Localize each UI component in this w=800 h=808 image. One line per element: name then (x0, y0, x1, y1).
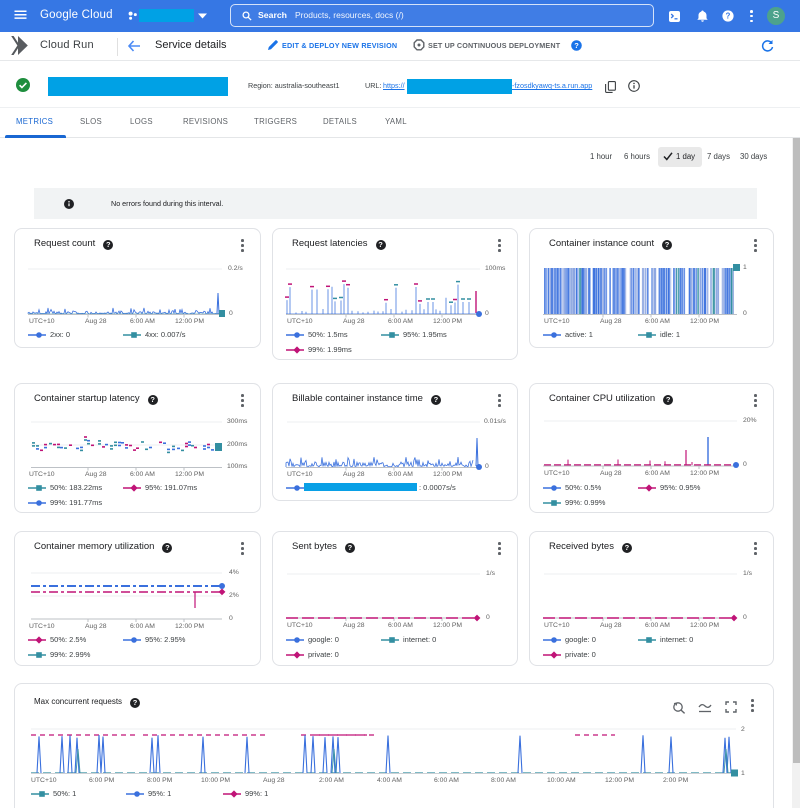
svg-text:?: ? (574, 41, 579, 50)
svg-text:?: ? (726, 12, 731, 21)
